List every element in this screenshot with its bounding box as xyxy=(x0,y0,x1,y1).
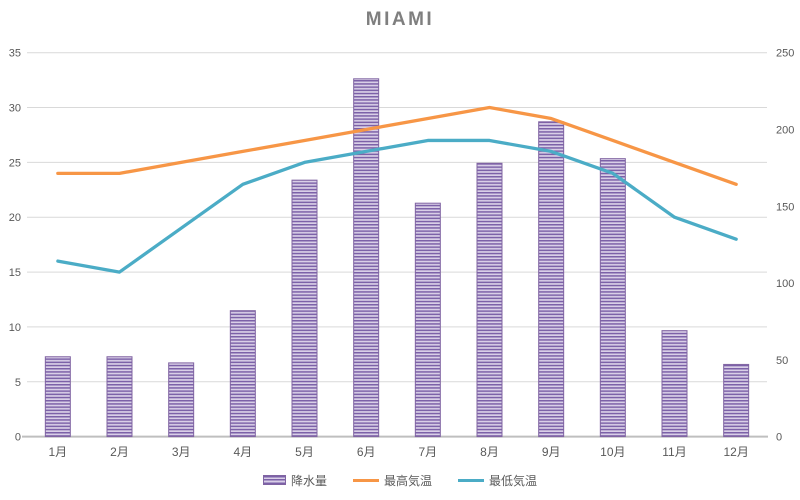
precipitation-legend-label: 降水量 xyxy=(290,473,327,488)
right-axis-tick: 250 xyxy=(776,48,794,60)
min-temp-line xyxy=(56,138,738,274)
max-temp-legend-label: 最高気温 xyxy=(383,473,432,488)
precipitation-bar xyxy=(291,179,318,438)
x-axis-label: 12月 xyxy=(723,445,748,459)
precipitation-bar xyxy=(414,202,441,438)
precipitation-bar xyxy=(476,162,503,438)
x-axis-label: 10月 xyxy=(600,445,625,459)
max-temp-line xyxy=(56,105,738,186)
right-axis-tick: 50 xyxy=(776,355,788,367)
x-axis-label: 8月 xyxy=(480,445,499,459)
legend-item-min-temp: 最低気温 xyxy=(458,472,537,489)
right-axis-tick: 0 xyxy=(776,432,782,444)
precipitation-legend-swatch xyxy=(262,475,286,485)
precipitation-bar xyxy=(599,158,626,438)
legend: 降水量 最高気温 最低気温 xyxy=(0,467,800,493)
precipitation-bar xyxy=(661,330,688,438)
right-axis-tick: 100 xyxy=(776,278,794,290)
precipitation-bar xyxy=(229,310,256,438)
left-axis-tick: 0 xyxy=(15,432,21,444)
right-axis-tick: 150 xyxy=(776,201,794,213)
precipitation-bar xyxy=(44,356,71,438)
precipitation-bar xyxy=(106,356,133,438)
left-axis-tick: 5 xyxy=(15,377,21,389)
x-axis-label: 4月 xyxy=(233,445,252,459)
min-temp-legend-swatch xyxy=(458,478,484,482)
precipitation-bar xyxy=(168,362,195,438)
x-axis-label: 2月 xyxy=(110,445,129,459)
chart-title: MIAMI xyxy=(365,9,435,30)
min-temp-legend-label: 最低気温 xyxy=(489,473,538,488)
left-axis-tick: 30 xyxy=(9,103,21,115)
max-temp-legend-swatch xyxy=(352,478,379,482)
x-axis-label: 3月 xyxy=(172,445,191,459)
x-axis-label: 5月 xyxy=(295,445,314,459)
plot-area: 0 5 10 15 20 25 30 35 0 50 100 150 200 250 1月 2月 3月 4月 5月 6… xyxy=(9,48,795,459)
right-axis-tick: 200 xyxy=(776,124,794,136)
left-axis-tick: 15 xyxy=(9,267,21,279)
x-axis-label: 9月 xyxy=(542,445,561,459)
x-axis-label: 1月 xyxy=(48,445,67,459)
left-axis-tick: 20 xyxy=(9,212,21,224)
legend-item-precipitation: 降水量 xyxy=(262,472,327,489)
x-axis-label: 11月 xyxy=(662,445,686,459)
precipitation-bar xyxy=(353,78,380,438)
precipitation-bar xyxy=(538,121,565,438)
left-axis-tick: 35 xyxy=(9,48,21,60)
left-axis-tick: 10 xyxy=(9,322,21,334)
precipitation-bar xyxy=(723,363,750,438)
left-axis-tick: 25 xyxy=(9,157,21,169)
x-axis-label: 6月 xyxy=(357,445,376,459)
x-axis-label: 7月 xyxy=(418,445,437,459)
legend-item-max-temp: 最高気温 xyxy=(352,472,432,489)
